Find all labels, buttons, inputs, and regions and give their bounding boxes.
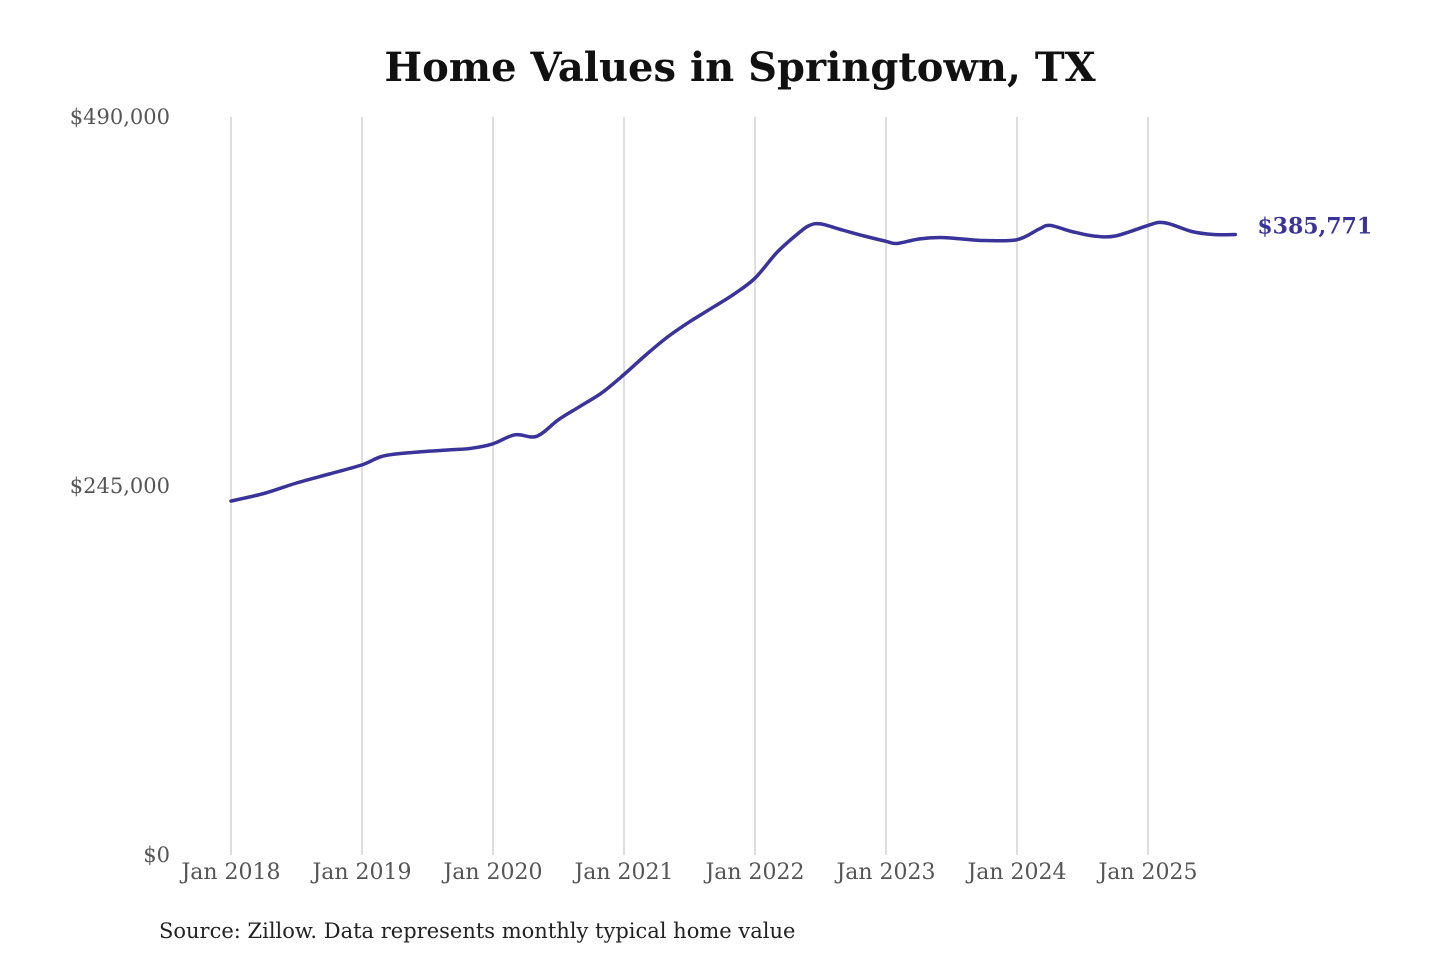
x-tick-label: Jan 2019 — [310, 860, 411, 885]
end-value-label: $385,771 — [1257, 213, 1372, 239]
chart-title: Home Values in Springtown, TX — [384, 44, 1095, 91]
x-tick-label: Jan 2020 — [441, 860, 542, 885]
y-tick-label: $0 — [143, 843, 170, 867]
x-tick-label: Jan 2025 — [1096, 860, 1197, 885]
y-tick-label: $490,000 — [70, 105, 170, 129]
x-tick-label: Jan 2018 — [179, 860, 280, 885]
x-tick-label: Jan 2022 — [703, 860, 804, 885]
x-tick-label: Jan 2021 — [572, 860, 673, 885]
source-note: Source: Zillow. Data represents monthly … — [159, 919, 795, 943]
x-gridlines — [230, 117, 1149, 855]
x-tick-label: Jan 2023 — [834, 860, 935, 885]
x-tick-label: Jan 2024 — [965, 860, 1066, 885]
x-axis-ticks: Jan 2018 Jan 2019 Jan 2020 Jan 2021 Jan 2022… — [179, 860, 1197, 885]
y-axis-ticks: $0 $245,000 $490,000 — [70, 105, 170, 867]
home-value-line — [229, 220, 1238, 503]
y-tick-label: $245,000 — [70, 474, 170, 498]
